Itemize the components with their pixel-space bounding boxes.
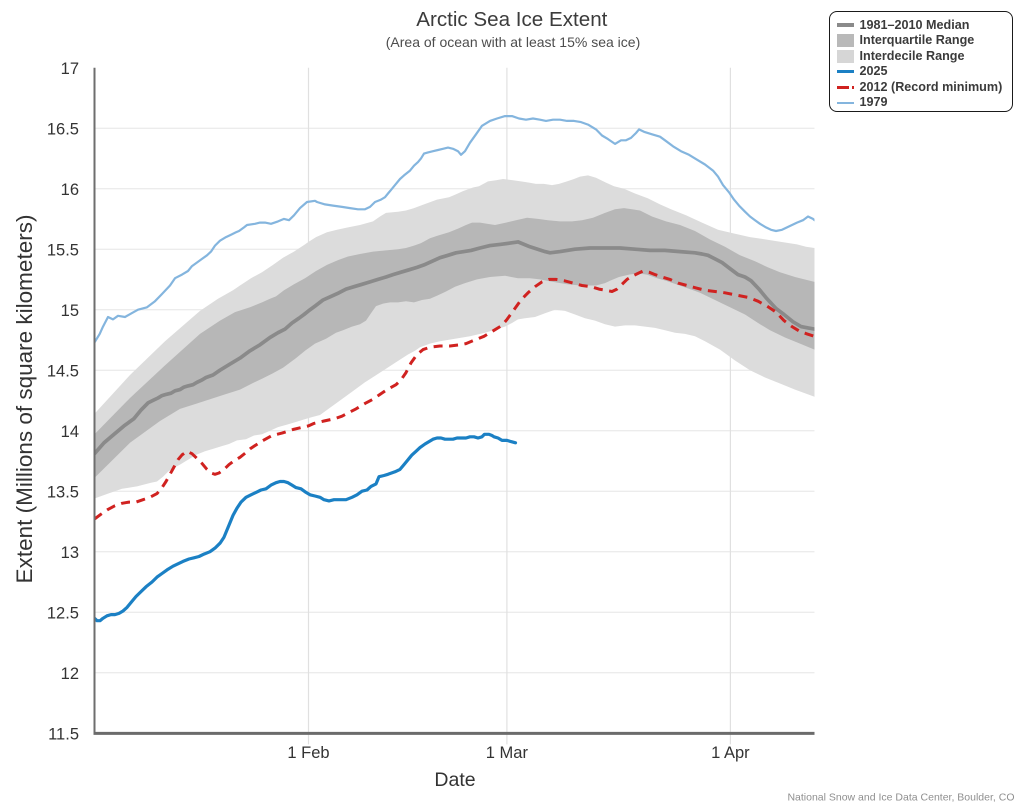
svg-text:Extent (Millions of square kil: Extent (Millions of square kilometers) <box>12 215 37 584</box>
svg-text:Date: Date <box>434 769 475 791</box>
svg-text:1 Feb: 1 Feb <box>287 744 329 762</box>
svg-text:13: 13 <box>61 544 79 562</box>
svg-text:(Area of ocean with at least 1: (Area of ocean with at least 15% sea ice… <box>386 34 640 50</box>
svg-text:1 Apr: 1 Apr <box>711 744 750 762</box>
svg-text:National Snow and Ice Data Cen: National Snow and Ice Data Center, Bould… <box>787 792 1014 804</box>
svg-text:15: 15 <box>61 302 79 320</box>
svg-text:16.5: 16.5 <box>47 121 79 139</box>
svg-text:16: 16 <box>61 181 79 199</box>
svg-text:Arctic Sea Ice Extent: Arctic Sea Ice Extent <box>416 8 607 31</box>
svg-text:12: 12 <box>61 665 79 683</box>
svg-text:11.5: 11.5 <box>48 726 79 744</box>
svg-text:14: 14 <box>61 423 79 441</box>
svg-text:12.5: 12.5 <box>47 605 79 623</box>
svg-text:15.5: 15.5 <box>47 242 79 260</box>
svg-text:17: 17 <box>61 60 79 78</box>
svg-text:13.5: 13.5 <box>47 484 79 502</box>
svg-text:1 Mar: 1 Mar <box>486 744 529 762</box>
svg-text:14.5: 14.5 <box>47 363 79 381</box>
